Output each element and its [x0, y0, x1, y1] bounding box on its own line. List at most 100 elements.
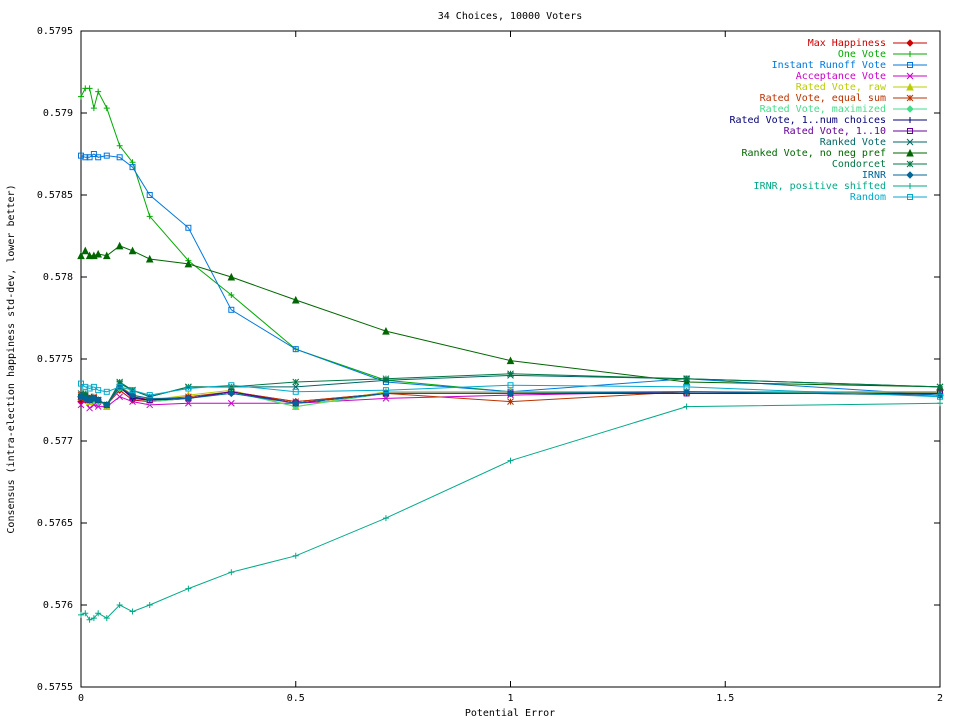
series-line — [80, 245, 941, 388]
series-irnr — [77, 383, 944, 409]
legend-swatch-marker — [906, 82, 914, 91]
data-point — [506, 356, 515, 365]
data-point — [682, 388, 691, 396]
legend-swatch-marker — [906, 94, 914, 102]
axis-ticks: 0 0.5 1 1.5 2 0.5755 0.576 0.5765 0.577 0.5775 0.5… — [37, 26, 943, 704]
legend-label: Acceptance Vote — [796, 71, 886, 82]
data-point — [102, 251, 111, 260]
legend-label: Instant Runoff Vote — [772, 60, 886, 71]
data-point — [184, 259, 193, 268]
data-point — [103, 401, 111, 409]
data-point — [146, 602, 153, 608]
data-point — [86, 616, 93, 623]
data-point — [82, 383, 89, 390]
data-point — [81, 390, 89, 397]
legend-swatch-marker — [906, 72, 914, 80]
data-point — [382, 375, 390, 383]
legend-swatch-marker — [906, 39, 914, 47]
legend-label: IRNR, positive shifted — [754, 181, 886, 192]
data-point — [116, 602, 123, 608]
data-point — [185, 224, 192, 231]
data-point — [90, 383, 97, 390]
legend-swatch-marker — [906, 105, 914, 113]
chart-title: 34 Choices, 10000 Voters — [438, 11, 583, 22]
y-tick-label: 0.578 — [43, 272, 73, 283]
legend-label: Max Happiness — [808, 38, 886, 49]
y-axis-label: Consensus (intra-election happiness std-… — [6, 184, 17, 533]
legend-swatch-marker — [906, 171, 914, 179]
data-point — [103, 105, 110, 112]
data-point — [507, 370, 514, 378]
y-tick-label: 0.5765 — [37, 518, 73, 529]
data-point — [116, 154, 123, 161]
data-point — [936, 383, 944, 391]
data-point — [95, 154, 102, 161]
data-point — [292, 346, 299, 353]
data-point — [90, 105, 97, 112]
legend-label: Condorcet — [832, 159, 886, 170]
data-point — [95, 610, 102, 617]
data-point — [382, 387, 389, 394]
data-point — [292, 399, 300, 407]
data-point — [78, 380, 84, 387]
data-point — [228, 292, 235, 299]
legend-entry: IRNR, positive shifted — [754, 181, 927, 192]
legend-label: Random — [850, 192, 886, 203]
data-point — [185, 385, 192, 392]
data-point — [116, 378, 124, 386]
data-point — [184, 394, 193, 403]
data-point — [682, 377, 691, 386]
data-point — [291, 295, 300, 304]
legend-entry: Max Happiness — [808, 38, 927, 49]
data-point — [94, 249, 102, 258]
data-point — [507, 382, 514, 389]
data-point — [103, 615, 110, 622]
data-point — [683, 375, 690, 383]
legend-swatch-marker — [907, 51, 913, 57]
legend-entry: Rated Vote, maximized — [760, 104, 927, 115]
legend-entry: Rated Vote, raw — [796, 82, 927, 93]
series-random — [78, 380, 943, 400]
legend-entry: Ranked Vote, no neg pref — [742, 148, 927, 159]
series-ranked-vote-no-neg-pref — [77, 241, 944, 391]
data-point — [116, 142, 123, 149]
data-point — [116, 393, 124, 401]
data-point — [94, 403, 102, 410]
legend-entry: Rated Vote, 1..10 — [784, 126, 927, 137]
legend-entry: Rated Vote, equal sum — [760, 93, 927, 104]
x-tick-label: 0 — [78, 693, 84, 704]
y-tick-label: 0.579 — [43, 108, 73, 119]
legend-entry: Random — [850, 192, 927, 203]
data-point — [128, 246, 137, 255]
data-point — [683, 403, 690, 410]
data-point — [77, 251, 85, 260]
legend-swatch-marker — [907, 194, 913, 200]
data-point — [86, 404, 93, 412]
data-point — [145, 254, 154, 263]
legend-label: Rated Vote, maximized — [760, 104, 886, 115]
y-tick-label: 0.5775 — [37, 354, 73, 365]
legend-entry: IRNR — [862, 170, 927, 181]
legend-entry: Instant Runoff Vote — [772, 60, 927, 71]
data-point — [507, 398, 514, 405]
legend-entry: One Vote — [838, 49, 927, 60]
data-point — [146, 213, 153, 220]
data-point — [146, 392, 153, 399]
data-point — [78, 93, 84, 100]
data-point — [937, 400, 943, 407]
legend-label: Rated Vote, equal sum — [760, 93, 886, 104]
data-point — [90, 615, 97, 622]
data-point — [82, 154, 89, 161]
legend-label: One Vote — [838, 49, 886, 60]
legend-swatch-marker — [907, 183, 913, 189]
data-point — [227, 272, 236, 281]
legend-label: Rated Vote, raw — [796, 82, 887, 93]
data-point — [82, 610, 89, 617]
legend-label: IRNR — [862, 170, 887, 181]
data-point — [292, 552, 299, 559]
legend-label: Ranked Vote — [820, 137, 886, 148]
data-point — [937, 393, 943, 400]
series-irnr-positive-shifted — [78, 400, 943, 623]
legend-entry: Rated Vote, 1..num choices — [729, 115, 927, 126]
